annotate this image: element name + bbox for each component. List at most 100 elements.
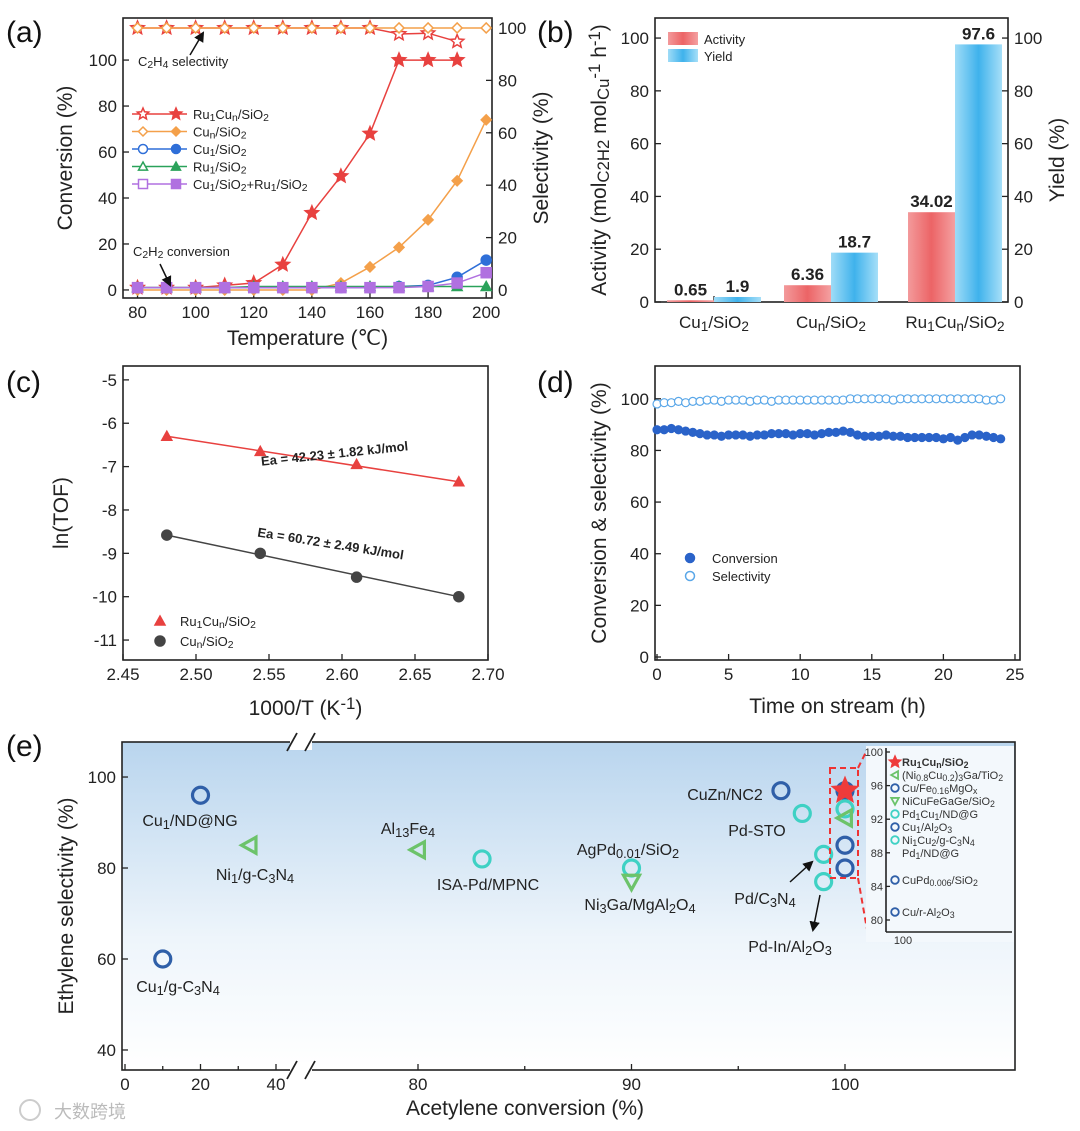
y-tick-label-a: 60 <box>498 124 517 143</box>
point-label: Pd-In/Al2O3 <box>748 939 832 958</box>
bar-value-label: 97.6 <box>962 24 995 43</box>
bar-value-label: 18.7 <box>838 233 871 252</box>
comparison-point <box>472 849 492 869</box>
conversion-point <box>361 124 379 141</box>
x-tick-label-c: 2.70 <box>471 665 504 684</box>
plot-frame-a <box>122 17 493 299</box>
zoom-region-box <box>829 767 859 879</box>
data-point <box>350 571 363 583</box>
y-tick-label-d: 80 <box>630 441 649 460</box>
watermark: 大数跨境 <box>54 1102 126 1122</box>
legend-marker-hollow <box>137 143 149 155</box>
selectivity-point <box>480 21 493 35</box>
fit-label: Ea = 42.23 ± 1.82 kJ/mol <box>260 438 408 468</box>
y-tick-label-c: -9 <box>102 544 117 563</box>
cluster-point <box>830 775 860 804</box>
comparison-point <box>620 873 643 893</box>
y-tick-label-a: 60 <box>98 143 117 162</box>
x-tick-label-d: 10 <box>791 665 810 684</box>
inset-background <box>866 746 1014 942</box>
arrow-pd-c3n4 <box>789 860 814 883</box>
category-label: Cu1/SiO2 <box>679 313 749 334</box>
zoom-connector <box>857 747 869 769</box>
y-tick-label-a: 80 <box>498 71 517 90</box>
data-point-selectivity <box>996 394 1006 404</box>
legend-label-d: Selectivity <box>712 569 771 584</box>
legend-marker-c <box>153 614 167 626</box>
selectivity-point <box>392 21 406 35</box>
annotation-arrow-selectivity <box>189 31 205 56</box>
panel-label-a: (a) <box>6 16 43 49</box>
y-tick-label-d: 100 <box>621 390 649 409</box>
comparison-point <box>814 872 834 892</box>
conversion-point <box>422 213 435 226</box>
inset-y-tick-label: 100 <box>865 747 883 759</box>
legend-marker-hollow <box>137 178 149 190</box>
inset-legend-marker <box>887 754 903 769</box>
legend-label-c: Ru1Cun/SiO2 <box>180 614 256 631</box>
y-tick-label-b: 60 <box>630 135 649 154</box>
selectivity-point <box>131 21 144 35</box>
conversion-point <box>303 203 321 221</box>
inset-legend-marker <box>890 783 900 793</box>
inset-x-tick-label: 100 <box>894 935 912 947</box>
comparison-point <box>771 781 791 801</box>
y-tick-label-b: 20 <box>1014 240 1033 259</box>
x-tick-label-c: 2.60 <box>325 665 358 684</box>
point-label: Al13Fe4 <box>381 821 435 840</box>
y-tick-label-d: 0 <box>640 648 649 667</box>
point-label: Ni3Ga/MgAl2O4 <box>584 897 695 916</box>
point-label: ISA-Pd/MPNC <box>437 877 539 894</box>
x-tick-label-c: 2.65 <box>398 665 431 684</box>
data-point <box>253 444 267 457</box>
legend-label-c: Cun/SiO2 <box>180 634 234 651</box>
selectivity-point <box>247 21 260 35</box>
panel-label-b: (b) <box>537 16 574 49</box>
inset-legend-marker <box>890 875 900 885</box>
conversion-point <box>480 113 493 126</box>
inset-legend-label: Pd1Cu1/ND@G <box>902 809 978 822</box>
conversion-point <box>448 51 466 68</box>
bar-value-label: 34.02 <box>910 192 953 211</box>
selectivity-line-0 <box>137 27 458 43</box>
legend-marker-filled <box>170 143 182 155</box>
bar-activity <box>784 285 831 302</box>
axis-break-mark <box>286 732 298 752</box>
x-tick-label-c: 2.55 <box>252 665 285 684</box>
y-axis-label-c: ln(TOF) <box>50 477 73 549</box>
x-tick-label-e: 20 <box>191 1075 210 1094</box>
legend-label-3: Ru1/SiO2 <box>193 160 247 177</box>
point-label: Pd/C3N4 <box>734 891 795 910</box>
inset-legend-label: Pd1/ND@G <box>902 848 959 861</box>
point-label: Cu1/g-C3N4 <box>136 979 220 998</box>
conversion-point <box>479 279 493 292</box>
legend-label-b: Activity <box>704 32 746 47</box>
data-point <box>350 457 363 470</box>
conversion-point <box>277 281 289 294</box>
point-label: Ni1/g-C3N4 <box>216 867 294 886</box>
bar-activity <box>908 212 955 302</box>
data-point <box>254 547 266 560</box>
conversion-point <box>480 266 492 279</box>
selectivity-point <box>160 21 173 35</box>
axis-break-mark <box>304 732 316 752</box>
y-tick-label-d: 60 <box>630 493 649 512</box>
legend-marker-filled <box>170 160 182 171</box>
y-tick-label-b: 60 <box>1014 135 1033 154</box>
inset-legend-label: Ni1Cu2/g-C3N4 <box>902 835 975 848</box>
cluster-point <box>835 835 855 855</box>
plots: 80 100 120 140 160 180 20002040608010002040608… <box>50 17 1069 1120</box>
y-tick-label-e: 80 <box>97 859 116 878</box>
x-tick-label-d: 15 <box>862 665 881 684</box>
x-tick-label-a: 160 <box>356 303 384 322</box>
y-tick-label-b: 100 <box>621 29 649 48</box>
y-tick-label-b: 0 <box>1014 293 1023 312</box>
conversion-point <box>422 280 434 293</box>
axis-break-mark <box>304 1060 316 1080</box>
y-tick-label-b: 80 <box>630 82 649 101</box>
arrow-pd-in-al2o3 <box>809 894 821 933</box>
x-tick-label-c: 2.45 <box>106 665 139 684</box>
inset-legend-marker <box>890 907 900 917</box>
panel-label-e: (e) <box>6 730 43 763</box>
